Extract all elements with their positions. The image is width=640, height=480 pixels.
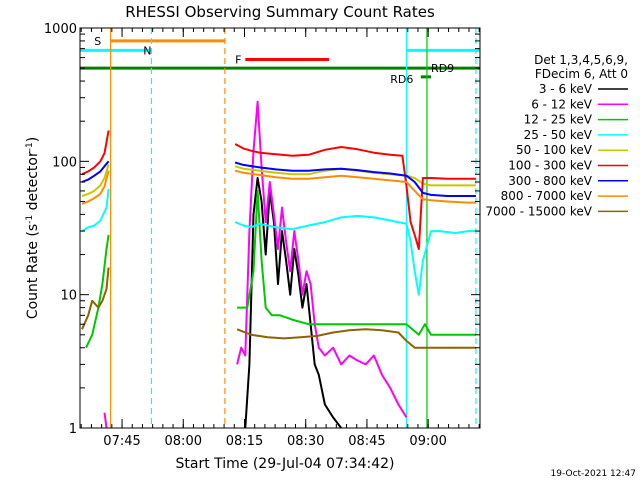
y-axis-label: Count Rate (s-1 detector-1) <box>25 137 41 319</box>
series-line-100-300kev <box>81 130 110 176</box>
legend-label: 800 - 7000 keV <box>501 189 593 203</box>
legend-label: 25 - 50 keV <box>524 128 593 142</box>
legend-label: 7000 - 15000 keV <box>485 204 592 218</box>
legend-label: 300 - 800 keV <box>508 174 592 188</box>
legend-label: 12 - 25 keV <box>524 113 593 127</box>
y-tick-label: 10 <box>60 289 77 304</box>
annotation-f: F <box>235 54 241 67</box>
x-axis: 07:45 08:00 08:15 08:30 08:45 09:00 <box>80 28 480 449</box>
legend-label: 6 - 12 keV <box>531 97 593 111</box>
y-tick-label: 100 <box>52 155 77 170</box>
annotation-s: S <box>94 35 101 48</box>
legend-header-2: FDecim 6, Att 0 <box>535 67 628 81</box>
render-timestamp: 19-Oct-2021 12:47 <box>551 469 636 479</box>
series-line-50-100kev <box>81 164 110 197</box>
annotation-n: N <box>143 44 151 57</box>
y-axis: 1 10 100 1000 <box>44 22 480 437</box>
x-axis-label: Start Time (29-Jul-04 07:34:42) <box>175 456 394 472</box>
chart-title: RHESSI Observing Summary Count Rates <box>125 3 435 21</box>
series-line-300-800kev <box>81 160 110 183</box>
legend-label: 50 - 100 keV <box>516 143 593 157</box>
series-line-7000-15000kev <box>81 267 110 330</box>
y-tick-label: 1 <box>69 422 77 437</box>
x-tick-label: 08:15 <box>226 434 263 449</box>
instrument-state-bars <box>80 39 480 79</box>
series-line-6-12kev <box>103 412 108 429</box>
y-label-end: ) <box>25 137 41 142</box>
series-line-12-25kev <box>237 189 476 336</box>
x-tick-label: 07:45 <box>103 434 140 449</box>
series-line-100-300kev <box>234 143 476 250</box>
series-line-6-12kev <box>236 100 408 418</box>
x-tick-label: 08:45 <box>348 434 385 449</box>
x-tick-label: 08:00 <box>165 434 202 449</box>
annotation-rd9: RD9 <box>431 62 454 75</box>
series-line-25-50kev <box>234 214 476 296</box>
y-label-main: Count Rate (s <box>25 224 41 319</box>
plot-frame <box>79 27 481 429</box>
legend-label: 3 - 6 keV <box>539 82 593 96</box>
series-line-7000-15000kev <box>236 328 476 349</box>
legend-label: 100 - 300 keV <box>508 159 592 173</box>
series-group <box>81 100 476 429</box>
x-tick-label: 08:30 <box>287 434 324 449</box>
series-line-800-7000kev <box>81 170 110 205</box>
y-label-sup: -1 <box>25 215 35 224</box>
series-line-25-50kev <box>81 188 110 232</box>
y-tick-label: 1000 <box>44 22 77 37</box>
x-tick-label: 09:00 <box>409 434 446 449</box>
series-line-800-7000kev <box>234 169 476 204</box>
y-label-tail: detector <box>25 151 41 215</box>
annotation-rd6: RD6 <box>390 73 413 86</box>
series-line-12-25kev <box>85 234 110 349</box>
series-line-3-6kev <box>244 177 342 429</box>
series-line-300-800kev <box>234 161 476 197</box>
legend-header-1: Det 1,3,4,5,6,9, <box>534 53 628 67</box>
y-label-sup2: -1 <box>25 142 35 151</box>
